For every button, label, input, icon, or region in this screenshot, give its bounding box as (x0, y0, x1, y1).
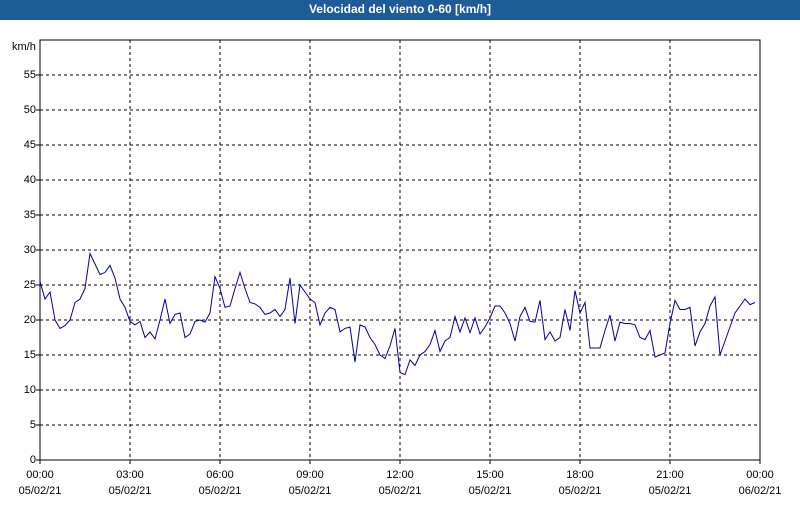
x-tick-date: 05/02/21 (649, 485, 692, 497)
x-tick-label: 00:00 (746, 469, 774, 481)
x-tick-date: 05/02/21 (109, 485, 152, 497)
data-line (39, 251, 756, 376)
y-tick-label: 30 (24, 244, 36, 256)
x-tick-label: 09:00 (296, 469, 324, 481)
x-tick-label: 03:00 (116, 469, 144, 481)
x-tick-label: 06:00 (206, 469, 234, 481)
x-tick-label: 00:00 (26, 469, 54, 481)
x-tick-label: 12:00 (386, 469, 414, 481)
y-tick-label: 25 (24, 279, 36, 291)
y-tick-label: 15 (24, 349, 36, 361)
y-tick-label: 55 (24, 69, 36, 81)
y-axis-label: km/h (12, 41, 36, 53)
y-tick-label: 50 (24, 104, 36, 116)
y-tick-label: 5 (30, 419, 36, 431)
y-tick-label: 10 (24, 384, 36, 396)
y-tick-label: 35 (24, 209, 36, 221)
x-tick-label: 18:00 (566, 469, 594, 481)
x-tick-date: 05/02/21 (289, 485, 332, 497)
x-tick-date: 05/02/21 (199, 485, 242, 497)
y-tick-label: 0 (30, 454, 36, 466)
x-tick-date: 05/02/21 (559, 485, 602, 497)
x-tick-date: 05/02/21 (379, 485, 422, 497)
title-bar (0, 0, 800, 20)
y-tick-label: 45 (24, 139, 36, 151)
x-tick-date: 06/02/21 (739, 485, 782, 497)
x-tick-date: 05/02/21 (469, 485, 512, 497)
x-tick-label: 15:00 (476, 469, 504, 481)
chart-title: Velocidad del viento 0-60 [km/h] (309, 2, 491, 16)
y-tick-label: 40 (24, 174, 36, 186)
y-tick-label: 20 (24, 314, 36, 326)
x-tick-label: 21:00 (656, 469, 684, 481)
x-tick-date: 05/02/21 (19, 485, 62, 497)
